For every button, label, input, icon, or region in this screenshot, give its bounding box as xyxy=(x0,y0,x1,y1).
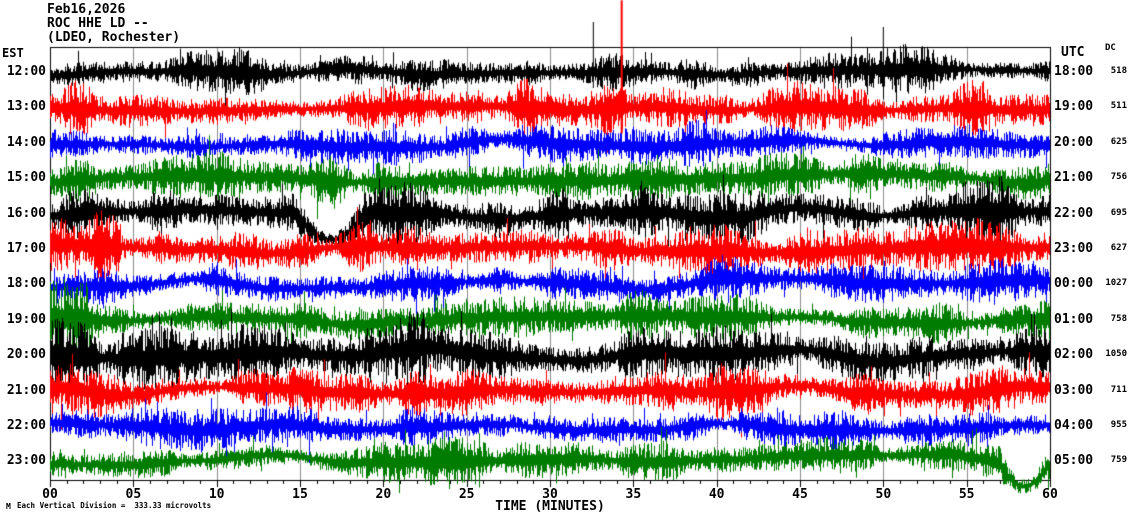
dc-value: 1050 xyxy=(1105,349,1127,360)
dc-value: 511 xyxy=(1110,101,1127,112)
est-time-label: 17:00 xyxy=(6,241,46,256)
utc-time-label: 05:00 xyxy=(1054,453,1094,469)
est-time-label: 14:00 xyxy=(6,134,46,150)
utc-time-label: 21:00 xyxy=(1054,170,1094,186)
x-tick-label: 45 xyxy=(792,487,808,502)
header-date: Feb16,2026 xyxy=(47,2,126,17)
utc-time-label: 00:00 xyxy=(1054,276,1094,292)
est-time-label: 16:00 xyxy=(6,205,46,221)
scale-note: Each Vertical Division = 333.33 microvol… xyxy=(17,501,212,510)
header-location: (LDEO, Rochester) xyxy=(47,30,181,45)
utc-time-label: 02:00 xyxy=(1054,347,1094,363)
utc-time-label: 01:00 xyxy=(1054,311,1094,327)
est-time-label: 21:00 xyxy=(6,382,46,398)
dc-value: 759 xyxy=(1110,455,1127,466)
dc-value: 695 xyxy=(1110,207,1127,218)
utc-time-label: 23:00 xyxy=(1054,241,1094,256)
x-tick-label: 60 xyxy=(1042,487,1058,502)
dc-value: 625 xyxy=(1110,136,1127,147)
x-tick-label: 20 xyxy=(375,487,392,502)
est-time-label: 13:00 xyxy=(6,99,46,115)
watermark-glyph: M xyxy=(6,502,11,511)
x-tick-label: 40 xyxy=(708,487,725,502)
x-tick-label: 55 xyxy=(958,487,975,502)
header-station: ROC HHE LD -- xyxy=(47,16,149,31)
est-time-label: 12:00 xyxy=(6,64,46,79)
dc-value: 1027 xyxy=(1105,278,1127,289)
est-time-label: 19:00 xyxy=(6,311,46,327)
utc-time-label: 20:00 xyxy=(1054,134,1094,150)
x-tick-label: 15 xyxy=(292,487,308,502)
est-time-label: 23:00 xyxy=(6,453,46,469)
utc-time-label: 18:00 xyxy=(1054,64,1094,79)
x-tick-label: 50 xyxy=(875,487,892,502)
x-tick-label: 25 xyxy=(458,487,475,502)
right-axis-label: UTC xyxy=(1061,45,1085,60)
dc-value: 758 xyxy=(1110,313,1127,324)
dc-value: 518 xyxy=(1110,66,1127,76)
x-tick-label: 10 xyxy=(208,487,225,502)
est-time-label: 22:00 xyxy=(6,418,46,433)
dc-column-label: DC xyxy=(1105,43,1116,53)
x-tick-label: 05 xyxy=(125,487,142,502)
dc-value: 955 xyxy=(1110,420,1127,430)
dc-value: 756 xyxy=(1110,172,1127,183)
utc-time-label: 22:00 xyxy=(1054,205,1094,221)
x-tick-label: 00 xyxy=(42,487,58,502)
left-axis-label: EST xyxy=(2,46,24,60)
est-time-label: 20:00 xyxy=(6,347,46,363)
utc-time-label: 04:00 xyxy=(1054,418,1094,433)
x-axis-title: TIME (MINUTES) xyxy=(495,499,605,514)
utc-time-label: 03:00 xyxy=(1054,382,1094,398)
est-time-label: 18:00 xyxy=(6,276,46,292)
x-tick-label: 35 xyxy=(625,487,642,502)
dc-value: 627 xyxy=(1110,243,1127,253)
utc-time-label: 19:00 xyxy=(1054,99,1094,115)
dc-value: 711 xyxy=(1110,384,1127,395)
x-tick-label: 30 xyxy=(542,487,558,502)
est-time-label: 15:00 xyxy=(6,170,46,186)
